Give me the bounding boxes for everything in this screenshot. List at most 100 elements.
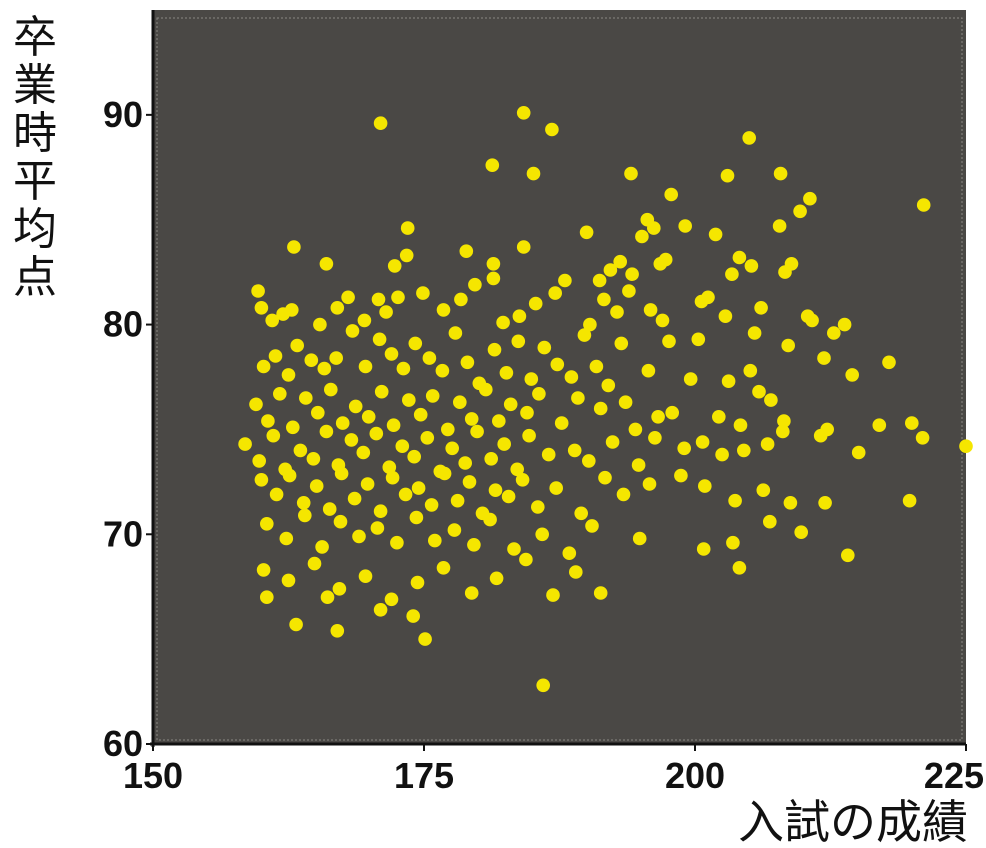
data-point — [345, 324, 360, 338]
data-point — [373, 504, 388, 518]
y-tick-label: 90 — [103, 94, 143, 135]
data-point — [289, 617, 303, 632]
data-point — [631, 458, 646, 472]
data-point — [507, 542, 521, 556]
data-point — [462, 475, 477, 489]
data-point — [266, 428, 281, 443]
data-point — [691, 332, 706, 347]
data-point — [579, 225, 594, 240]
data-point — [574, 506, 588, 521]
data-point — [526, 166, 541, 181]
data-point — [420, 431, 435, 445]
data-point — [330, 301, 345, 315]
data-point — [635, 229, 649, 244]
data-point — [754, 301, 768, 315]
data-point — [447, 523, 462, 537]
data-point — [550, 357, 565, 372]
data-point — [726, 535, 740, 550]
data-point — [728, 493, 742, 508]
data-point — [484, 452, 499, 466]
data-point — [569, 565, 583, 579]
data-point — [304, 353, 319, 368]
data-point — [479, 382, 493, 397]
data-point — [464, 412, 479, 426]
data-point — [813, 428, 828, 443]
data-point — [516, 106, 531, 120]
data-point — [411, 481, 426, 495]
data-point — [260, 517, 274, 531]
y-tick-label: 80 — [103, 304, 143, 345]
data-point — [450, 493, 465, 508]
data-point — [532, 387, 546, 401]
data-point — [435, 363, 450, 378]
data-point — [632, 531, 647, 546]
data-point — [567, 443, 582, 458]
data-point — [347, 491, 362, 506]
data-point — [382, 460, 397, 475]
data-point — [309, 479, 324, 493]
data-point — [497, 437, 512, 451]
data-point — [794, 525, 808, 539]
data-point — [585, 519, 599, 533]
data-point — [454, 292, 468, 307]
data-point — [589, 359, 604, 374]
data-point — [516, 240, 531, 254]
data-point — [721, 374, 736, 389]
data-point — [313, 317, 327, 332]
plot-area — [153, 10, 966, 744]
data-point — [665, 405, 679, 420]
data-point — [546, 588, 560, 602]
data-point — [265, 313, 280, 328]
data-point — [571, 391, 585, 405]
data-point — [872, 418, 887, 433]
data-point — [329, 351, 344, 365]
data-point — [773, 166, 788, 181]
data-point — [448, 326, 463, 340]
data-point — [515, 473, 530, 487]
data-point — [592, 273, 607, 288]
data-point — [459, 244, 474, 258]
data-point — [528, 296, 543, 311]
data-point — [610, 305, 624, 319]
x-tick-label: 175 — [394, 755, 454, 796]
data-point — [818, 496, 832, 510]
data-point — [281, 368, 296, 382]
data-point — [400, 221, 415, 235]
data-point — [698, 479, 712, 493]
data-point — [643, 303, 658, 317]
data-point — [409, 510, 424, 525]
data-point — [464, 586, 479, 600]
data-point — [269, 487, 284, 502]
x-tick-label: 225 — [924, 755, 984, 796]
data-point — [959, 439, 973, 454]
data-point — [282, 468, 297, 483]
data-point — [720, 168, 735, 183]
data-point — [458, 456, 473, 470]
data-point — [390, 535, 404, 550]
data-point — [470, 424, 484, 439]
data-point — [520, 405, 534, 420]
data-point — [332, 582, 347, 596]
data-point — [251, 284, 265, 298]
data-point — [486, 271, 501, 286]
data-point — [290, 338, 305, 353]
data-point — [260, 590, 274, 604]
data-point — [273, 387, 287, 401]
data-point — [315, 540, 329, 554]
data-point — [445, 441, 460, 456]
data-point — [281, 573, 296, 588]
data-point — [437, 466, 452, 481]
data-point — [628, 422, 643, 437]
data-point — [641, 363, 656, 378]
y-axis-title-char: 点 — [13, 252, 57, 303]
data-point — [725, 267, 739, 282]
data-point — [614, 336, 629, 351]
data-point — [372, 332, 387, 347]
data-point — [441, 422, 455, 437]
data-point — [416, 286, 430, 300]
data-point — [501, 489, 516, 504]
data-point — [548, 286, 562, 300]
data-point — [286, 420, 300, 435]
data-point — [319, 257, 334, 271]
data-point — [334, 466, 349, 481]
